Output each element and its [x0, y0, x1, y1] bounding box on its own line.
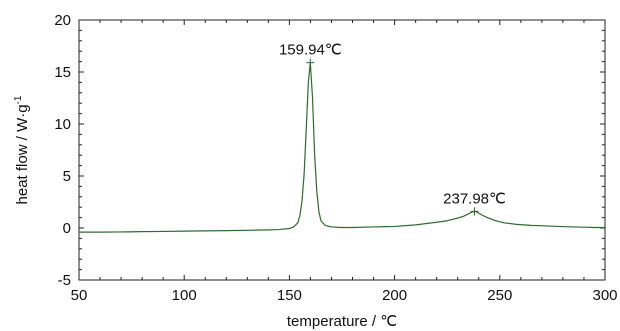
- y-axis-label: heat flow / W·g-1: [13, 95, 31, 204]
- y-axis-label-exponent: -1: [13, 95, 24, 104]
- x-tick-label: 200: [382, 287, 407, 304]
- peak-label-1: 237.98℃: [443, 190, 506, 207]
- y-tick-label: 10: [54, 116, 71, 133]
- axes: 50 100 150 200 250 300 -5 0 5 10 15 20: [54, 12, 617, 304]
- series-line-0: [79, 62, 605, 233]
- y-tick-label: 0: [63, 220, 71, 237]
- y-tick-label: -5: [58, 272, 71, 289]
- y-tick-label: 5: [63, 168, 71, 185]
- x-tick-label: 300: [592, 287, 617, 304]
- y-tick-label: 15: [54, 64, 71, 81]
- y-axis-label-main: heat flow / W·g: [14, 104, 31, 204]
- y-tick-label: 20: [54, 12, 71, 29]
- x-tick-label: 100: [172, 287, 197, 304]
- x-tick-label: 50: [71, 287, 88, 304]
- x-tick-label: 150: [277, 287, 302, 304]
- plot-frame: [78, 19, 606, 281]
- peak-label-0: 159.94℃: [279, 42, 342, 59]
- series-layer: [79, 62, 605, 233]
- x-tick-label: 250: [487, 287, 512, 304]
- x-axis-label: temperature / ℃: [287, 313, 397, 330]
- annotations: 159.94℃ 237.98℃: [279, 42, 506, 216]
- axis-labels: temperature / ℃ heat flow / W·g-1: [13, 95, 397, 330]
